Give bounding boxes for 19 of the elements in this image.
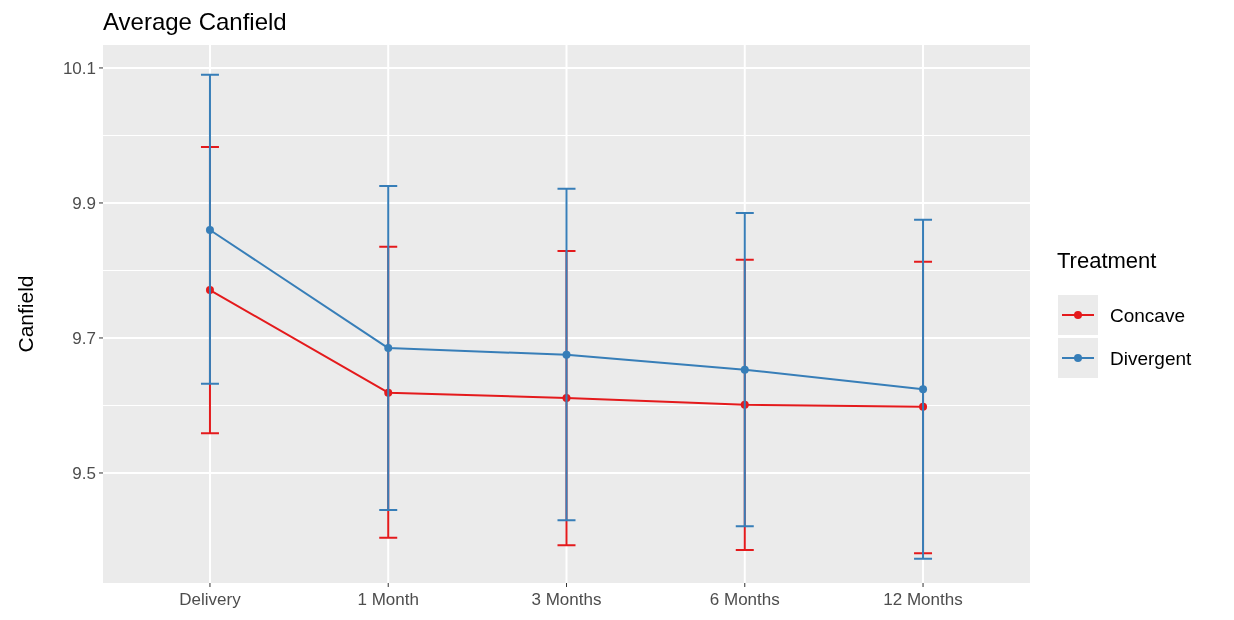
point bbox=[384, 344, 393, 353]
y-tick-label: 10.1 bbox=[62, 58, 96, 78]
y-tick-label: 9.9 bbox=[72, 193, 96, 213]
point bbox=[740, 365, 749, 374]
legend-label: Concave bbox=[1110, 304, 1185, 326]
point bbox=[919, 385, 928, 394]
point bbox=[562, 350, 571, 359]
legend-label: Divergent bbox=[1110, 347, 1193, 369]
x-tick-label: 12 Months bbox=[883, 590, 963, 609]
x-tick-label: 1 Month bbox=[357, 590, 419, 609]
legend-title: Treatment bbox=[1057, 248, 1157, 273]
y-tick-label: 9.7 bbox=[72, 328, 96, 348]
chart-title: Average Canfield bbox=[103, 8, 287, 35]
x-tick-label: 6 Months bbox=[709, 590, 780, 609]
x-tick-label: Delivery bbox=[179, 590, 242, 609]
point bbox=[205, 225, 214, 234]
y-axis-title: Canfield bbox=[14, 275, 37, 353]
y-tick-label: 9.5 bbox=[72, 463, 96, 483]
x-tick-label: 3 Months bbox=[531, 590, 602, 609]
